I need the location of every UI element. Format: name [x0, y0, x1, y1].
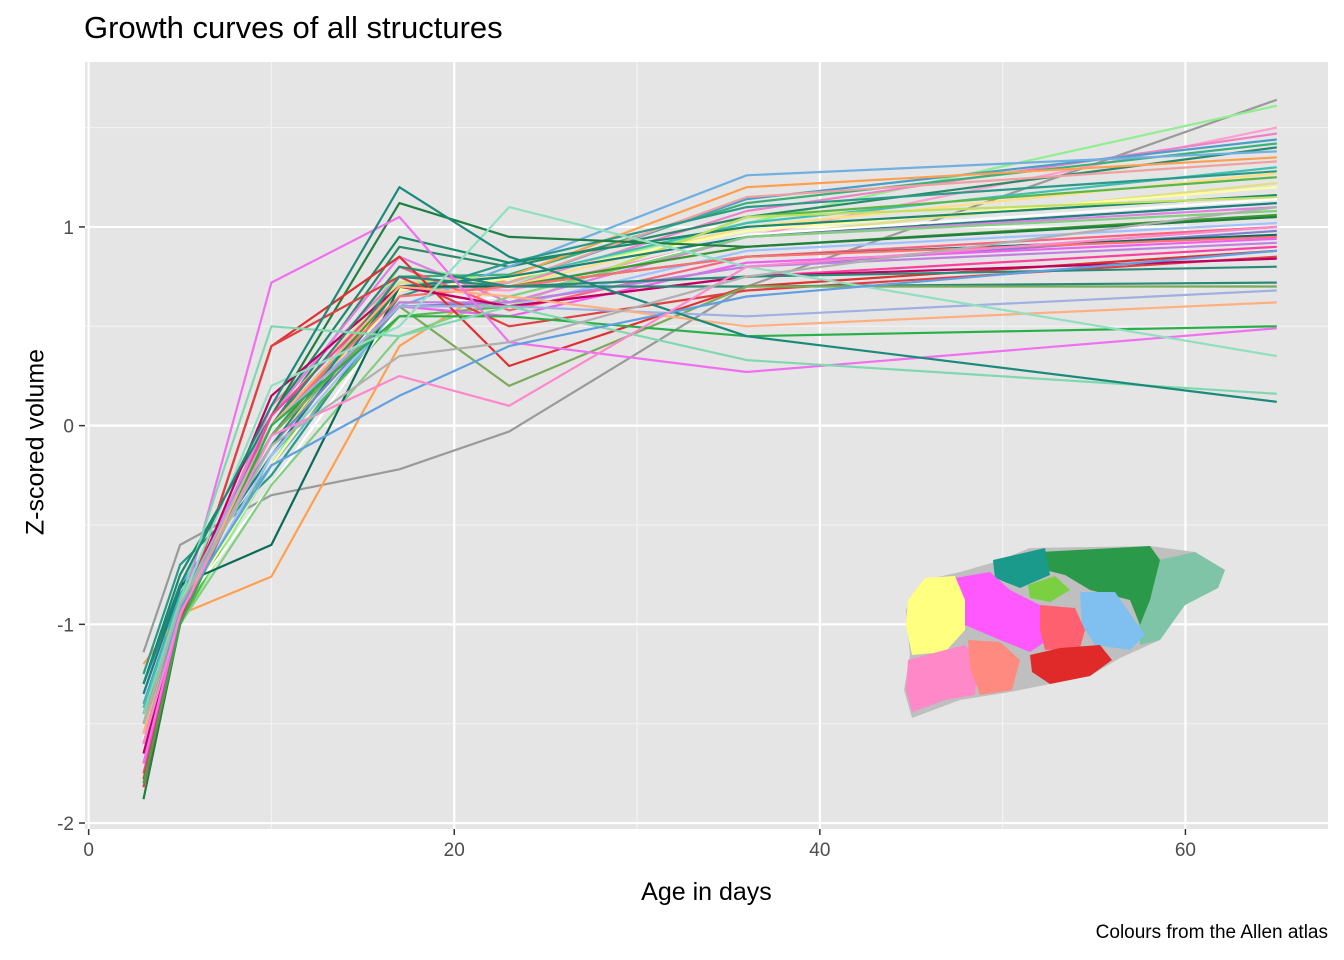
series-lines: [142, 98, 1278, 800]
x-tick-label: 40: [809, 840, 830, 861]
brain-region-red: [1030, 645, 1112, 684]
brain-region-pink: [906, 645, 978, 712]
series-line-44: [142, 305, 1277, 715]
series-line-46: [142, 249, 1277, 744]
chart-title: Growth curves of all structures: [84, 10, 503, 45]
axis-ticks: [79, 226, 1187, 835]
series-line-17: [142, 194, 1277, 685]
brain-region-cortex-green: [1040, 546, 1160, 625]
y-tick-label: 0: [63, 417, 74, 438]
brain-region-cortex-teal: [993, 548, 1050, 588]
tick-labels: 0 20 40 60 -2 -1 0 1: [57, 218, 1196, 861]
brain-region-yellow: [906, 576, 965, 655]
major-gridlines: [85, 62, 1328, 829]
y-axis-label: Z-scored volume: [21, 348, 50, 536]
series-line-47: [142, 225, 1277, 744]
series-line-48: [142, 206, 1277, 725]
x-tick-label: 60: [1175, 840, 1196, 861]
x-axis-label: Age in days: [641, 878, 772, 906]
x-tick-label: 0: [83, 840, 94, 861]
allen-atlas-brain-inset: [904, 546, 1225, 718]
y-tick-label: 1: [63, 218, 74, 239]
brain-region-salmon: [1040, 605, 1085, 650]
x-tick-label: 20: [444, 840, 465, 861]
y-tick-label: -2: [57, 814, 74, 835]
chart-caption: Colours from the Allen atlas: [1095, 922, 1328, 943]
y-tick-label: -1: [57, 615, 74, 636]
series-line-45: [142, 186, 1277, 685]
brain-region-lime: [1028, 576, 1070, 602]
brain-region-coral: [968, 640, 1020, 695]
brain-region-olfactory: [1138, 552, 1225, 645]
brain-region-magenta: [955, 572, 1048, 652]
brain-region-blue: [1080, 592, 1145, 650]
